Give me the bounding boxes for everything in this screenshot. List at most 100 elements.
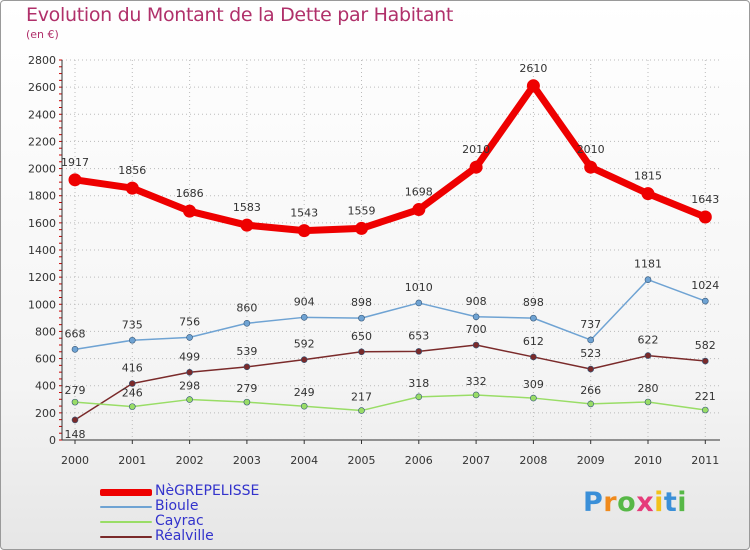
data-point [297,224,311,238]
data-point [472,391,480,399]
data-label: 221 [695,390,716,403]
data-label: 1181 [634,258,662,271]
data-point [186,334,193,341]
data-point [698,210,712,224]
data-label: 756 [179,315,200,328]
legend-label: Réalville [155,528,214,544]
data-label: 582 [695,339,716,352]
x-tick-label: 2010 [634,454,662,467]
y-tick-label: 200 [35,407,56,420]
data-point [355,221,368,235]
data-label: 539 [236,345,257,358]
data-label: 735 [122,318,143,331]
data-point [701,406,709,414]
x-tick-label: 2001 [118,454,146,467]
legend-label: NèGREPELISSE [155,483,260,499]
logo-letter: x [636,487,655,518]
y-tick-label: 800 [35,325,56,338]
data-label: 279 [236,382,257,395]
x-tick-label: 2000 [61,454,89,467]
data-label: 332 [466,375,487,388]
data-point [701,357,709,365]
data-point [186,368,193,376]
data-label: 908 [466,295,487,308]
data-point [183,204,197,218]
data-label: 1815 [634,170,662,183]
legend-item: NèGREPELISSE [100,483,340,499]
legend-label: Bioule [155,498,199,514]
data-point [243,319,251,327]
data-label: 653 [408,329,429,342]
data-point [186,396,193,403]
logo-letter: i [654,487,664,518]
data-point [71,416,79,424]
x-tick-label: 2008 [519,454,547,467]
x-tick-label: 2004 [290,454,318,467]
data-point [526,79,540,93]
data-label: 1643 [691,193,719,206]
data-label: 416 [122,362,143,375]
y-tick-label: 2400 [28,108,56,121]
series-line-1 [74,278,707,351]
series-line-3 [74,344,707,421]
data-point [129,380,136,387]
y-tick-label: 2600 [28,81,56,94]
data-label: 2010 [577,143,605,156]
data-label: 309 [523,378,544,391]
data-label: 499 [179,350,200,363]
data-label: 249 [294,386,315,399]
data-point [644,352,652,359]
data-point [125,181,139,195]
data-label: 898 [523,296,544,309]
data-point [587,365,595,373]
y-tick-label: 600 [35,353,56,366]
chart-title: Evolution du Montant de la Dette par Hab… [26,4,454,26]
data-label: 898 [351,296,372,309]
legend-item: Réalville [100,528,340,544]
data-point [129,336,136,344]
data-point [469,160,483,174]
data-point [300,314,308,321]
data-label: 280 [638,382,659,395]
data-point [530,394,537,402]
data-point [240,218,254,232]
legend-swatch [100,506,152,508]
series-line-0 [71,82,709,235]
y-tick-label: 2800 [28,54,56,67]
data-label: 668 [65,327,86,340]
y-tick-label: 1800 [28,190,56,203]
data-label: 737 [580,318,601,331]
y-tick-label: 1600 [28,217,56,230]
y-tick-label: 1000 [28,298,56,311]
data-point [641,187,655,201]
data-point [71,346,79,353]
data-label: 298 [179,380,200,393]
y-tick-label: 400 [35,380,56,393]
data-point [587,336,595,344]
data-point [243,398,251,406]
data-point [415,348,423,355]
legend-swatch [100,489,152,496]
chart-legend: NèGREPELISSE Bioule Cayrac Réalville [100,483,340,544]
data-label: 1010 [405,281,433,294]
x-tick-label: 2003 [233,454,261,467]
y-tick-label: 1400 [28,244,56,257]
data-point [243,363,251,371]
data-label: 246 [122,387,143,400]
logo-letter: i [677,487,688,518]
data-label: 1583 [233,201,261,214]
data-point [300,402,308,410]
data-point [472,313,480,321]
data-point [530,353,537,361]
data-label: 612 [523,335,544,348]
data-point [129,403,136,410]
x-tick-label: 2006 [405,454,433,467]
legend-item: Cayrac [100,513,340,529]
data-point [358,348,365,356]
y-tick-label: 0 [49,434,56,447]
data-label: 1559 [348,204,376,217]
data-label: 622 [638,334,659,347]
data-label: 2610 [519,62,547,75]
y-tick-label: 2200 [28,135,56,148]
